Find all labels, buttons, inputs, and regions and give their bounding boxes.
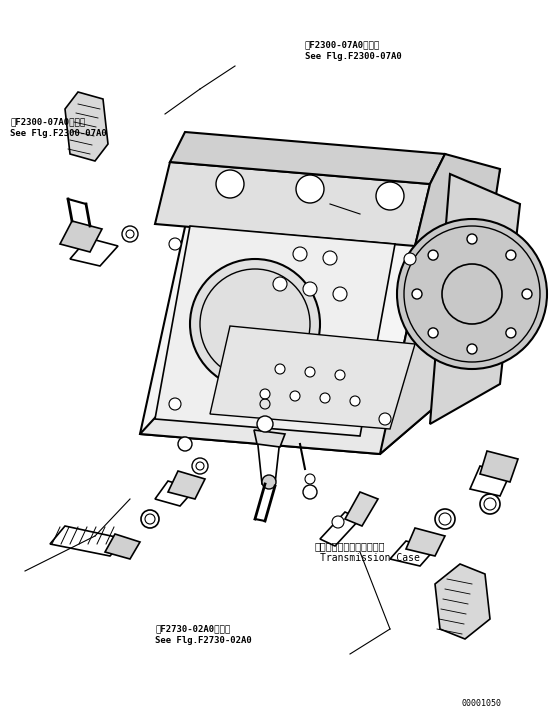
Circle shape bbox=[323, 251, 337, 265]
Polygon shape bbox=[155, 226, 395, 436]
Circle shape bbox=[303, 485, 317, 499]
Circle shape bbox=[376, 182, 404, 210]
Circle shape bbox=[169, 398, 181, 410]
Polygon shape bbox=[70, 238, 118, 266]
Text: See Flg.F2300-07A0: See Flg.F2300-07A0 bbox=[305, 52, 402, 61]
Circle shape bbox=[522, 289, 532, 299]
Circle shape bbox=[216, 170, 244, 198]
Polygon shape bbox=[65, 92, 108, 161]
Polygon shape bbox=[435, 564, 490, 639]
Polygon shape bbox=[105, 534, 140, 559]
Polygon shape bbox=[170, 132, 445, 184]
Circle shape bbox=[467, 344, 477, 354]
Polygon shape bbox=[470, 466, 510, 496]
Circle shape bbox=[435, 509, 455, 529]
Circle shape bbox=[192, 458, 208, 474]
Polygon shape bbox=[210, 326, 415, 429]
Circle shape bbox=[260, 389, 270, 399]
Circle shape bbox=[428, 328, 438, 338]
Circle shape bbox=[404, 253, 416, 265]
Polygon shape bbox=[406, 528, 445, 556]
Circle shape bbox=[273, 277, 287, 291]
Polygon shape bbox=[168, 471, 205, 499]
Polygon shape bbox=[155, 162, 430, 246]
Circle shape bbox=[305, 367, 315, 377]
Text: 00001050: 00001050 bbox=[462, 699, 502, 708]
Circle shape bbox=[350, 396, 360, 406]
Polygon shape bbox=[140, 369, 450, 454]
Polygon shape bbox=[254, 430, 285, 447]
Circle shape bbox=[320, 393, 330, 403]
Polygon shape bbox=[140, 204, 430, 454]
Circle shape bbox=[190, 259, 320, 389]
Circle shape bbox=[290, 391, 300, 401]
Circle shape bbox=[141, 510, 159, 528]
Polygon shape bbox=[390, 541, 435, 566]
Polygon shape bbox=[415, 154, 500, 246]
Circle shape bbox=[178, 437, 192, 451]
Circle shape bbox=[335, 370, 345, 380]
Circle shape bbox=[122, 226, 138, 242]
Polygon shape bbox=[380, 169, 500, 454]
Text: See Flg.F2730-02A0: See Flg.F2730-02A0 bbox=[155, 636, 252, 645]
Polygon shape bbox=[480, 451, 518, 482]
Circle shape bbox=[169, 238, 181, 250]
Circle shape bbox=[506, 328, 516, 338]
Polygon shape bbox=[320, 512, 360, 546]
Text: 第F2300-07A0図参照: 第F2300-07A0図参照 bbox=[10, 117, 85, 126]
Circle shape bbox=[293, 247, 307, 261]
Text: 第F2730-02A0図参照: 第F2730-02A0図参照 bbox=[155, 624, 230, 633]
Circle shape bbox=[296, 175, 324, 203]
Circle shape bbox=[257, 416, 273, 432]
Circle shape bbox=[467, 234, 477, 244]
Polygon shape bbox=[430, 174, 520, 424]
Polygon shape bbox=[257, 436, 280, 484]
Polygon shape bbox=[60, 221, 102, 252]
Circle shape bbox=[379, 413, 391, 425]
Text: Transmission Case: Transmission Case bbox=[320, 553, 420, 563]
Text: See Flg.F2300-07A0: See Flg.F2300-07A0 bbox=[10, 129, 107, 138]
Circle shape bbox=[412, 289, 422, 299]
Circle shape bbox=[506, 250, 516, 260]
Polygon shape bbox=[50, 526, 125, 556]
Polygon shape bbox=[345, 492, 378, 526]
Circle shape bbox=[480, 494, 500, 514]
Circle shape bbox=[262, 475, 276, 489]
Text: 第F2300-07A0図参照: 第F2300-07A0図参照 bbox=[305, 40, 380, 49]
Circle shape bbox=[428, 250, 438, 260]
Polygon shape bbox=[155, 481, 195, 506]
Circle shape bbox=[275, 364, 285, 374]
Circle shape bbox=[397, 219, 547, 369]
Circle shape bbox=[333, 287, 347, 301]
Circle shape bbox=[332, 516, 344, 528]
Text: トランスミッションケース: トランスミッションケース bbox=[315, 541, 386, 551]
Circle shape bbox=[303, 282, 317, 296]
